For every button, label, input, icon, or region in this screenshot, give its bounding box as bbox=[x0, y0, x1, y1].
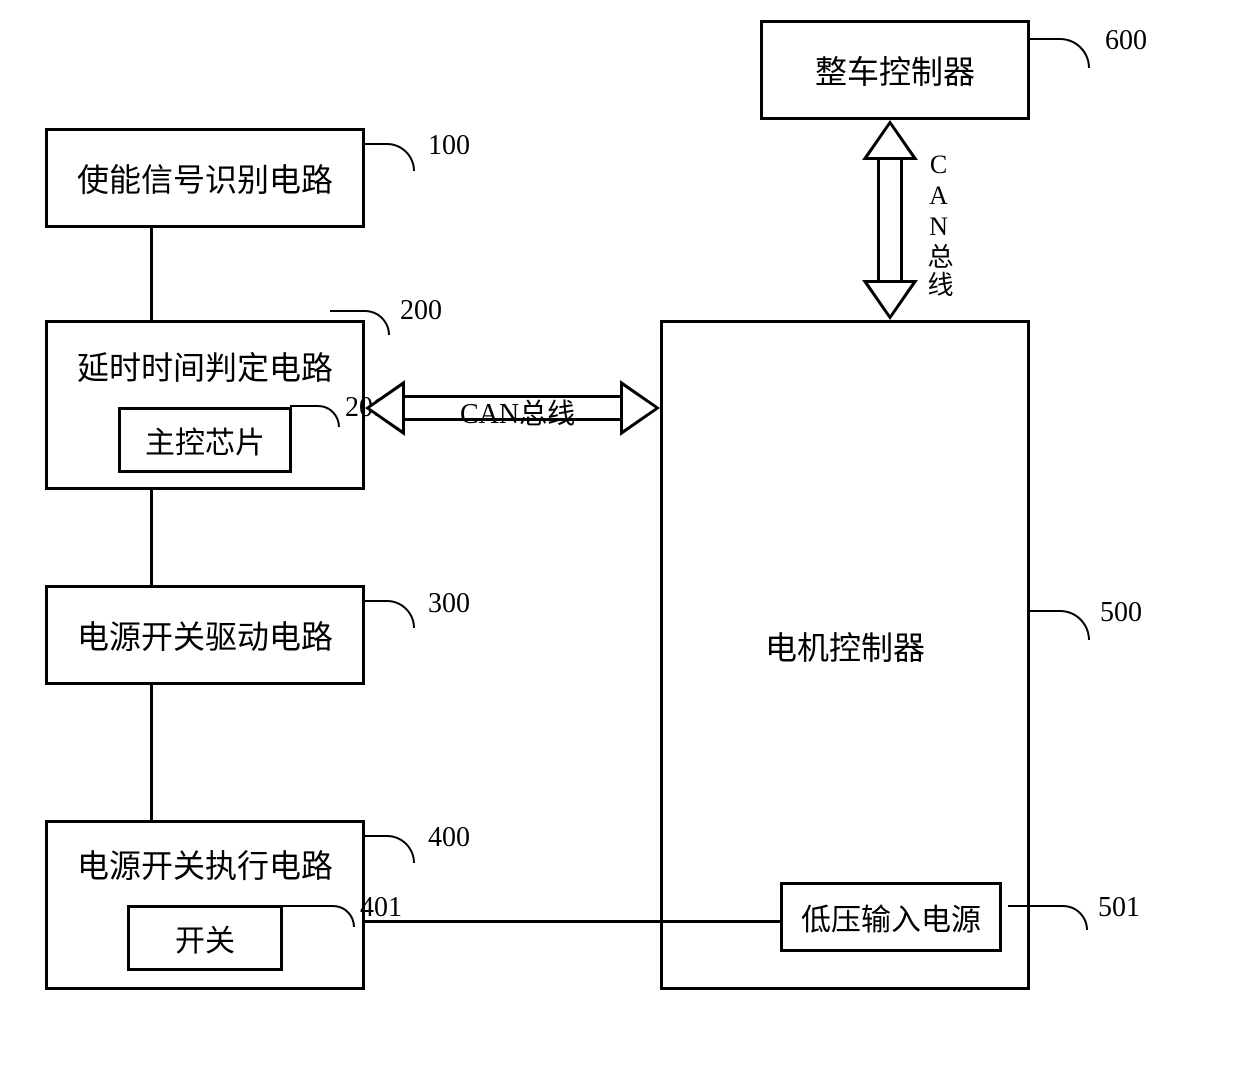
can-bus-h-label: CAN总线 bbox=[460, 392, 575, 432]
leader-500 bbox=[1030, 610, 1090, 640]
node-switch: 开关 bbox=[127, 905, 283, 971]
leader-401 bbox=[275, 905, 355, 927]
node-vehicle-controller: 整车控制器 bbox=[760, 20, 1030, 120]
leader-300 bbox=[365, 600, 415, 628]
node-400-label: 电源开关执行电路 bbox=[77, 841, 333, 887]
can-bus-v-label: CAN总线 bbox=[920, 150, 957, 299]
node-motor-controller: 电机控制器 低压输入电源 bbox=[660, 320, 1030, 990]
node-201-label: 主控芯片 bbox=[145, 427, 265, 460]
ref-200: 200 bbox=[400, 295, 442, 327]
ref-501: 501 bbox=[1098, 892, 1140, 924]
ref-400: 400 bbox=[428, 822, 470, 854]
ref-100: 100 bbox=[428, 130, 470, 162]
leader-400 bbox=[365, 835, 415, 863]
can-bus-vertical bbox=[862, 120, 918, 320]
node-low-voltage-input: 低压输入电源 bbox=[780, 882, 1002, 952]
ref-300: 300 bbox=[428, 588, 470, 620]
node-600-label: 整车控制器 bbox=[815, 47, 975, 93]
leader-200 bbox=[330, 310, 390, 335]
edge-200-300 bbox=[150, 490, 153, 585]
node-501-label: 低压输入电源 bbox=[801, 904, 981, 937]
node-500-label: 电机控制器 bbox=[765, 623, 925, 669]
leader-100 bbox=[365, 143, 415, 171]
leader-600 bbox=[1030, 38, 1090, 68]
ref-600: 600 bbox=[1105, 25, 1147, 57]
node-main-chip: 主控芯片 bbox=[118, 407, 292, 473]
edge-100-200 bbox=[150, 228, 153, 320]
edge-401-501 bbox=[365, 920, 780, 923]
node-401-label: 开关 bbox=[175, 925, 235, 958]
node-power-switch-drive: 电源开关驱动电路 bbox=[45, 585, 365, 685]
edge-300-400 bbox=[150, 685, 153, 820]
ref-500: 500 bbox=[1100, 597, 1142, 629]
leader-501 bbox=[1008, 905, 1088, 930]
node-100-label: 使能信号识别电路 bbox=[77, 155, 333, 201]
node-enable-signal: 使能信号识别电路 bbox=[45, 128, 365, 228]
node-300-label: 电源开关驱动电路 bbox=[77, 612, 333, 658]
node-200-label: 延时时间判定电路 bbox=[77, 343, 333, 389]
